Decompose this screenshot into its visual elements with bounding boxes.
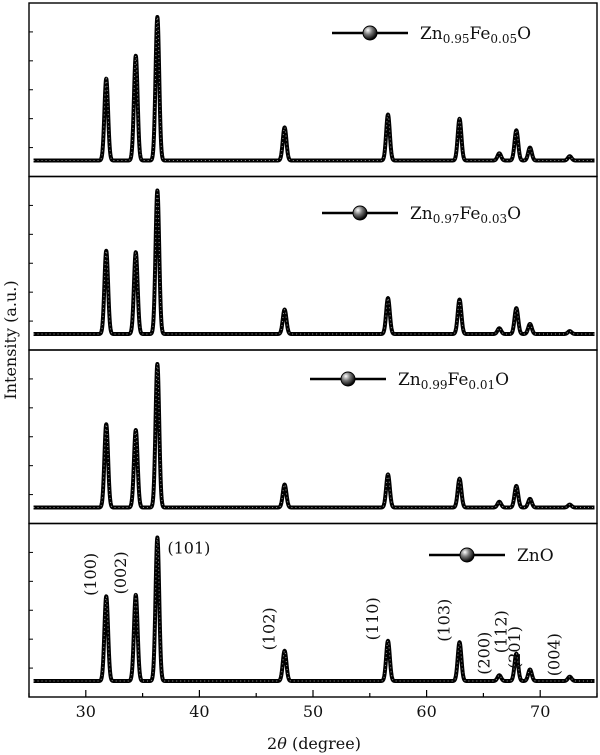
series-line: [31, 362, 597, 510]
legend-text: Zn: [410, 204, 433, 224]
legend-sphere-icon: [362, 25, 378, 41]
legend-entry: Zn0.99Fe0.01O: [310, 370, 509, 392]
legend-subscript: 0.03: [480, 212, 507, 226]
miller-index-label: (004): [545, 633, 564, 676]
legend-text: O: [517, 24, 531, 44]
legend-text: Fe: [459, 204, 480, 224]
x-axis-label-symbol: θ: [277, 734, 287, 753]
panel-3: Zn0.99Fe0.01O: [28, 349, 598, 525]
legend-text: Zn: [420, 24, 443, 44]
miller-index-label: (100): [81, 553, 100, 596]
x-tick-label: 70: [530, 702, 550, 721]
miller-index-label: (201): [505, 626, 524, 669]
miller-index-label: (102): [260, 607, 279, 650]
legend-label: ZnO: [517, 546, 554, 566]
miller-index-label: (200): [474, 632, 493, 675]
miller-index-label: (002): [111, 551, 130, 594]
legend-text: O: [495, 370, 509, 390]
legend-subscript: 0.97: [433, 212, 460, 226]
panel-1: Zn0.95Fe0.05O: [28, 2, 598, 178]
legend-sphere-icon: [459, 547, 475, 563]
legend-entry: ZnO: [429, 546, 554, 566]
x-axis-label-prefix: 2: [267, 734, 277, 753]
miller-index-label: (112): [491, 610, 510, 653]
series-line-texture: [33, 537, 595, 682]
miller-index-label: (110): [363, 597, 382, 640]
miller-index-label: (101): [167, 539, 210, 558]
x-axis-label: 2θ (degree): [267, 734, 361, 753]
x-axis-ticks: 30 40 50 60 70: [28, 690, 598, 721]
legend-sphere-icon: [352, 205, 368, 221]
series-line-texture: [33, 363, 595, 508]
legend-subscript: 0.01: [468, 378, 495, 392]
legend-text: Zn: [398, 370, 421, 390]
x-axis-label-suffix: (degree): [287, 734, 361, 753]
legend-text: O: [507, 204, 521, 224]
panel-2: Zn0.97Fe0.03O: [28, 175, 598, 351]
legend-entry: Zn0.97Fe0.03O: [322, 204, 521, 226]
y-axis-label: Intensity (a.u.): [1, 280, 20, 399]
legend-text: Fe: [469, 24, 490, 44]
miller-annotations: (100) (002) (101) (102) (110) (103) (200)(112)…: [81, 539, 563, 677]
miller-index-label: (103): [435, 599, 454, 642]
legend-label: Zn0.95Fe0.05O: [420, 24, 531, 46]
legend-subscript: 0.05: [490, 32, 517, 46]
x-tick-label: 50: [303, 702, 323, 721]
x-tick-label: 60: [416, 702, 436, 721]
legend-subscript: 0.95: [443, 32, 470, 46]
panel-frame: [28, 349, 598, 525]
legend-label: Zn0.99Fe0.01O: [398, 370, 509, 392]
legend-subscript: 0.99: [421, 378, 448, 392]
panels: Zn0.95Fe0.05OZn0.97Fe0.03OZn0.99Fe0.01OZ…: [28, 2, 598, 698]
legend-text: Fe: [447, 370, 468, 390]
legend-label: Zn0.97Fe0.03O: [410, 204, 521, 226]
legend-sphere-icon: [340, 371, 356, 387]
x-tick-label: 40: [189, 702, 209, 721]
panel-4: ZnO: [28, 522, 598, 698]
panel-frame: [28, 175, 598, 351]
series-line-texture: [33, 190, 595, 335]
legend-text: ZnO: [517, 546, 554, 566]
x-tick-label: 30: [76, 702, 96, 721]
legend-entry: Zn0.95Fe0.05O: [332, 24, 531, 46]
series-line: [31, 15, 597, 163]
